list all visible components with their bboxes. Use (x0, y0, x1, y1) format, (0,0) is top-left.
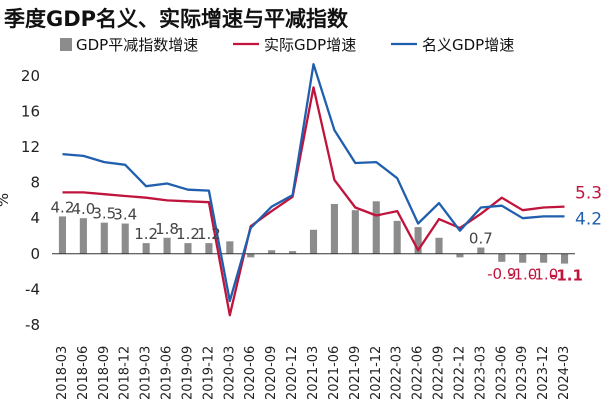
bar (498, 253, 506, 262)
data-labels: 4.24.03.53.41.21.81.21.2 0.7-0.9-1.0-1.0-… (51, 184, 601, 285)
x-tick-label: 2018-03 (55, 346, 70, 400)
x-tick-label: 2022-09 (432, 346, 447, 400)
bar (289, 251, 297, 254)
y-axis-label: % (0, 193, 12, 207)
x-tick-label: 2023-09 (515, 346, 530, 400)
bar-data-label: -1.0 (508, 266, 537, 284)
x-tick-label: 2021-09 (348, 346, 363, 400)
bar (519, 253, 527, 263)
bar (414, 227, 422, 254)
series-line (62, 63, 565, 303)
y-tick-label: -8 (25, 316, 40, 334)
y-tick-label: 20 (21, 67, 40, 85)
bar (100, 222, 108, 254)
bar (393, 220, 401, 254)
bar-data-label: -1.0 (529, 266, 558, 284)
legend-swatch (60, 38, 72, 51)
x-tick-label: 2022-12 (452, 346, 467, 400)
bar (58, 216, 67, 254)
line-series (62, 63, 565, 317)
bar-data-label: 4.0 (71, 200, 95, 218)
bar (372, 201, 380, 254)
bar (163, 237, 171, 254)
bar (351, 210, 359, 254)
y-tick-label: 8 (30, 174, 40, 192)
x-tick-label: 2023-03 (473, 346, 488, 400)
x-tick-label: 2022-06 (411, 346, 426, 400)
y-tick-label: -4 (25, 280, 40, 298)
bar-series (58, 201, 569, 264)
legend: GDP平减指数增速 实际GDP增速 名义GDP增速 (60, 36, 514, 54)
chart-title: 季度GDP名义、实际增速与平减指数 (4, 7, 349, 31)
x-tick-label: 2019-12 (201, 346, 216, 400)
bar (540, 253, 548, 263)
bar (268, 250, 276, 254)
x-tick-label: 2022-03 (390, 346, 405, 400)
bar (435, 237, 443, 254)
x-tick-label: 2018-12 (118, 346, 133, 400)
x-tick-label: 2019-03 (139, 346, 154, 400)
legend-label: GDP平减指数增速 (76, 36, 198, 54)
x-tick-label: 2020-09 (264, 346, 279, 400)
x-tick-label: 2021-03 (306, 346, 321, 400)
x-tick-label: 2019-09 (180, 346, 195, 400)
bar-data-label: 1.2 (197, 225, 221, 243)
x-tick-label: 2020-06 (243, 346, 258, 400)
bar (247, 253, 255, 258)
bar (477, 247, 485, 254)
x-tick-label: 2020-12 (285, 346, 300, 400)
legend-label: 名义GDP增速 (422, 36, 514, 54)
bar-data-label: -1.1 (550, 267, 583, 285)
bar (456, 253, 464, 258)
series-line (62, 86, 565, 317)
bar (560, 253, 569, 264)
x-tick-label: 2023-12 (536, 346, 551, 400)
x-tick-label: 2018-09 (97, 346, 112, 400)
y-axis-ticks: -8 -4 0 4 8 12 16 20 (21, 67, 40, 334)
bar (330, 203, 338, 254)
bar-data-label: 4.2 (51, 198, 75, 216)
bar (142, 243, 150, 254)
bar-data-label: 1.2 (134, 225, 158, 243)
bar-data-label: 1.2 (176, 225, 200, 243)
x-tick-label: 2019-06 (160, 346, 175, 400)
bar-data-label: 1.8 (155, 220, 179, 238)
x-tick-label: 2018-06 (76, 346, 91, 400)
bar-data-label: 3.4 (113, 206, 137, 224)
line-end-label: 4.2 (575, 209, 601, 229)
x-tick-label: 2021-12 (369, 346, 384, 400)
y-tick-label: 0 (30, 245, 40, 263)
y-tick-label: 16 (21, 102, 40, 120)
bar (184, 243, 192, 254)
bar (309, 229, 318, 254)
bar (121, 223, 129, 254)
legend-label: 实际GDP增速 (264, 36, 356, 54)
line-end-label: 5.3 (575, 184, 601, 204)
bar (226, 241, 234, 254)
x-tick-label: 2024-03 (557, 346, 572, 400)
x-tick-label: 2023-06 (494, 346, 509, 400)
bar-data-label: -0.9 (487, 265, 516, 283)
y-tick-label: 12 (21, 138, 40, 156)
bar (205, 243, 213, 254)
x-tick-label: 2020-03 (222, 346, 237, 400)
bar (79, 218, 87, 254)
x-axis-ticks: 2018-03 2018-06 2018-09 2018-12 2019-03 2019-… (55, 346, 572, 400)
y-tick-label: 4 (30, 209, 40, 227)
bar-data-label: 3.5 (92, 205, 116, 223)
x-tick-label: 2021-06 (327, 346, 342, 400)
bar-data-label: 0.7 (469, 230, 493, 248)
